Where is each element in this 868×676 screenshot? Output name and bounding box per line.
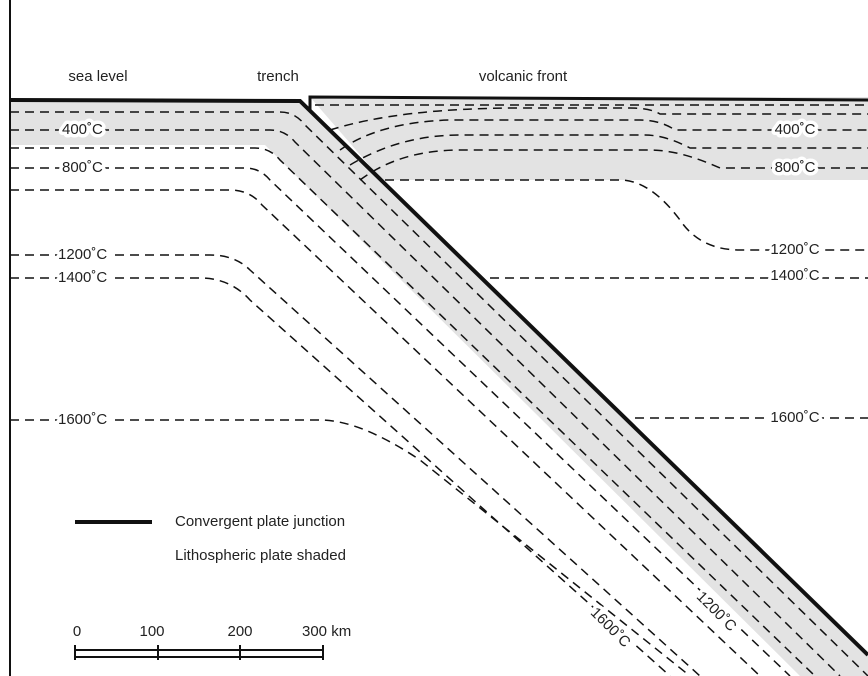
- isotherm-label: 1400˚C: [58, 269, 107, 286]
- scale-label: 300 km: [302, 623, 351, 640]
- isotherm-label: 800˚C: [62, 159, 103, 176]
- isotherm-label: 1200˚C: [770, 241, 819, 258]
- scale-label: 0: [73, 623, 81, 640]
- body: sea level trench volcanic front 400˚C 80…: [0, 0, 868, 676]
- isotherm-label: 1600˚C: [58, 411, 107, 428]
- diagram: sea level trench volcanic front 400˚C 80…: [0, 0, 868, 676]
- isotherm-label: 800˚C: [775, 159, 816, 176]
- volcanic-front-label: volcanic front: [479, 68, 568, 85]
- legend-label: Convergent plate junction: [175, 513, 345, 530]
- lithosphere-shade: [10, 100, 868, 676]
- isotherm-label: 1600˚C: [587, 604, 634, 651]
- scale-label: 200: [227, 623, 252, 640]
- isotherm-label: 400˚C: [775, 121, 816, 138]
- isotherm: [385, 180, 868, 250]
- trench-label: trench: [257, 68, 299, 85]
- sea-level-label: sea level: [68, 68, 127, 85]
- isotherm: [10, 130, 840, 676]
- page: {"labels": {"sea_level": "sea level", "t…: [0, 0, 868, 676]
- isotherm: [10, 278, 670, 676]
- isotherm-label: 1600˚C: [770, 409, 819, 426]
- isotherm-label: 1400˚C: [770, 267, 819, 284]
- scale-label: 100: [139, 623, 164, 640]
- isotherm-label: 1200˚C: [58, 246, 107, 263]
- legend-label: Lithospheric plate shaded: [175, 547, 346, 564]
- isotherm-label: 400˚C: [62, 121, 103, 138]
- scale-bar: [75, 650, 323, 657]
